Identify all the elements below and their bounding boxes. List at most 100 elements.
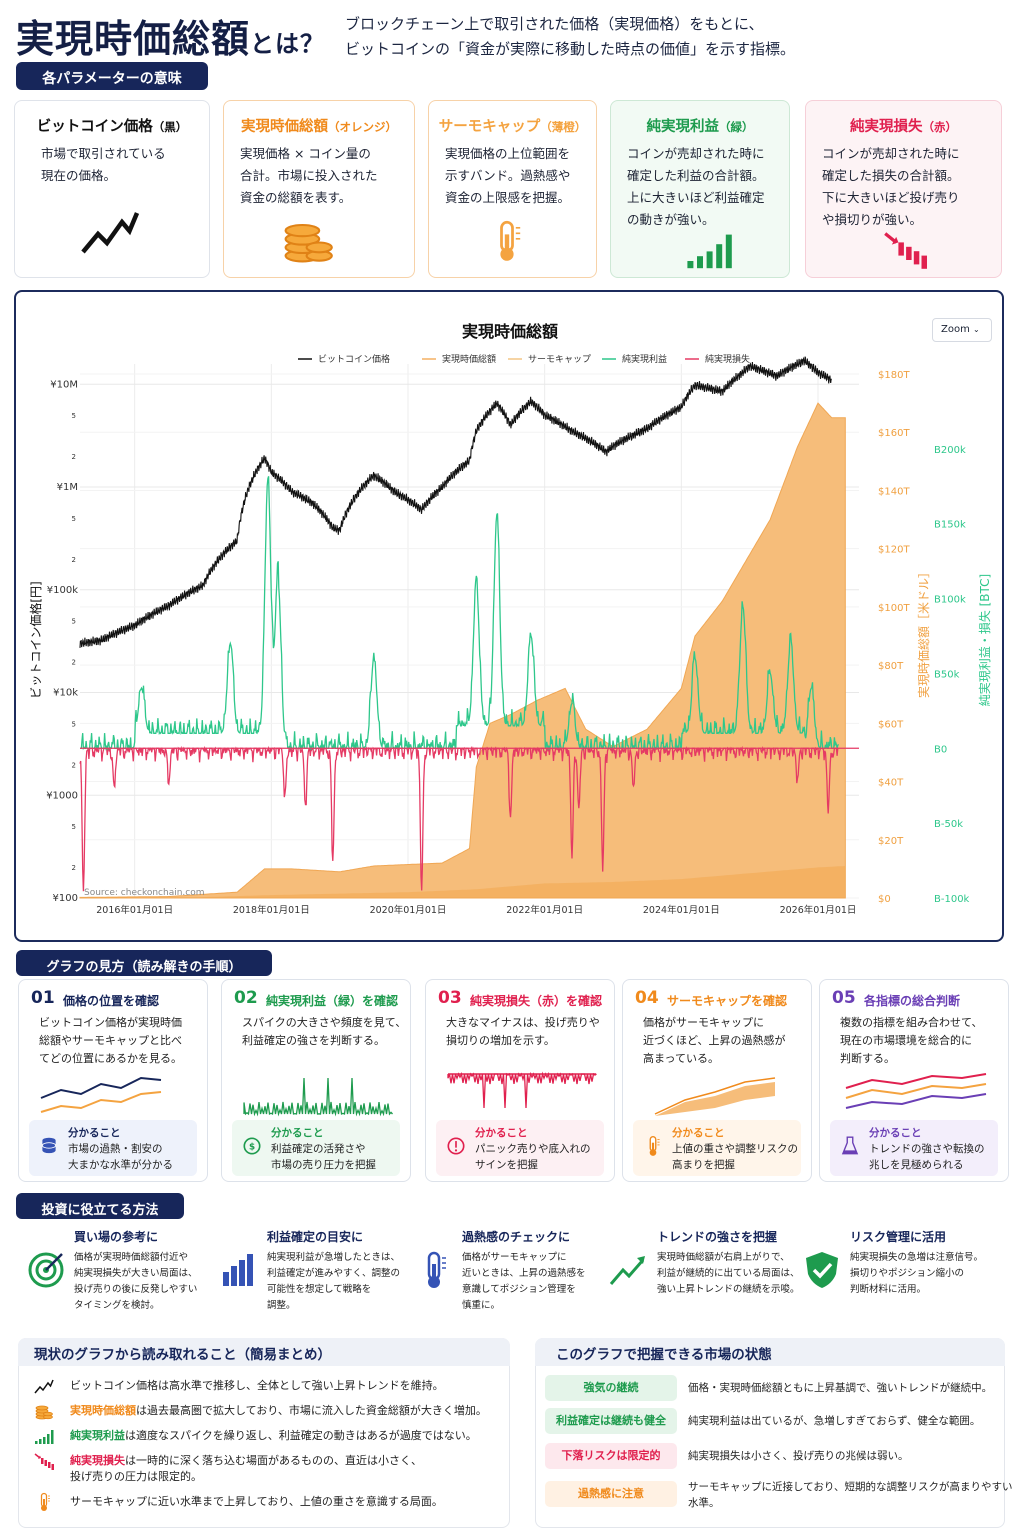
param-card-desc: コインが売却された時に	[822, 146, 960, 161]
step-desc: スパイクの大きさや頻度を見て、 利益確定の強さを判断する。	[242, 1014, 406, 1050]
y-right2-tick: B0	[934, 744, 947, 755]
step-mini-chart	[447, 1071, 597, 1109]
chart-title: 実現時価総額	[462, 322, 558, 341]
step-desc-line: 利益確定の強さを判断する。	[242, 1034, 385, 1047]
param-card-1: ビットコイン価格（黒） 市場で取引されている 現在の価格。	[14, 100, 210, 278]
usage-title: トレンドの強さを把握	[657, 1230, 778, 1244]
legend-item[interactable]: 純実現損失	[705, 353, 750, 365]
thermo-cap-area	[80, 866, 846, 898]
param-card-desc: 現在の価格。	[41, 168, 117, 183]
bar-chart-icon	[223, 1254, 253, 1286]
y-left-tick: 5	[72, 412, 76, 420]
page-subtitle: ブロックチェーン上で取引された価格（実現価格）をもとに、 ビットコインの「資金が…	[345, 15, 796, 58]
summary-body: は適度なスパイクを繰り返し、利益確定の動きはあるが過度ではない。	[125, 1429, 477, 1442]
trend-line-icon	[34, 1379, 54, 1394]
step-desc-line: 高まっている。	[643, 1052, 720, 1065]
step-know-line: パニック売りや底入れの	[475, 1143, 591, 1155]
shield-check-icon	[806, 1252, 838, 1288]
usage-desc-line: 判断材料に活用。	[850, 1284, 927, 1295]
step-know-line: サインを把握	[475, 1159, 538, 1171]
y-right1-tick: $0	[878, 894, 891, 905]
param-card-desc: 下に大きいほど投げ売り	[822, 190, 960, 205]
usage-desc: 価格が実現時価総額付近や 純実現損失が大きい局面は、 投げ売りの後に反発しやすい タイ…	[74, 1250, 224, 1314]
summary-body: は過去最高圏で拡大しており、市場に流入した資金総額が大きく増加。	[136, 1404, 487, 1417]
step-desc: 価格がサーモキャップに 近づくほど、上昇の過熱感が 高まっている。	[643, 1014, 803, 1068]
usage-desc-line: 利益が継続的に出ている局面は、	[657, 1268, 800, 1279]
param-card-desc: 資金の上限感を把握。	[445, 190, 571, 205]
x-tick-label: 2020年01月01日	[370, 904, 447, 916]
summary-heading: 現状のグラフから読み取れること（簡易まとめ）	[34, 1347, 331, 1363]
step-desc-line: 損切りの増加を示す。	[446, 1034, 555, 1047]
x-tick-label: 2018年01月01日	[233, 904, 310, 916]
step-desc-line: 現在の市場環境を総合的に	[840, 1034, 972, 1047]
usage-item-4: トレンドの強さを把握実現時価総額が右肩上がりで、 利益が継続的に出ている局面は、強…	[607, 1228, 802, 1318]
usage-desc-line: 強い上昇トレンドの継続を示唆。	[657, 1284, 800, 1295]
legend-item[interactable]: ビットコイン価格	[318, 353, 390, 365]
step-know-line: 市場の過熱・割安の	[68, 1143, 163, 1155]
svg-text:$: $	[249, 1142, 255, 1152]
summary-body: ビットコイン価格は高水準で推移し、全体として強い上昇トレンドを維持。	[70, 1379, 444, 1392]
param-card-title: 実現時価総額（オレンジ）	[241, 119, 397, 135]
param-card-title: 純実現利益（緑）	[646, 119, 754, 135]
y-left-tick: ¥100k	[47, 585, 78, 596]
step-desc-line: てどの位置にあるかを見る。	[39, 1052, 182, 1065]
step-know-label: 分かること	[68, 1127, 121, 1139]
y-right1-label: 実現時価総額［米ドル］	[916, 566, 931, 698]
y-right1-tick: $180T	[878, 370, 910, 381]
legend-item[interactable]: 純実現利益	[622, 353, 667, 365]
y-right2-tick: B-50k	[934, 819, 963, 830]
y-right1-tick: $100T	[878, 603, 910, 614]
y-right2-tick: B-100k	[934, 894, 970, 905]
step-know-label: 分かること	[475, 1127, 528, 1139]
step-mini-chart	[40, 1076, 162, 1113]
legend-item[interactable]: サーモキャップ	[528, 354, 591, 365]
step-know-line: 上値の重さや調整リスクの	[672, 1143, 798, 1155]
zoom-dropdown[interactable]: Zoom ⌄	[932, 318, 992, 342]
db-icon	[41, 1137, 57, 1154]
usage-item-3: 過熱感のチェックに 価格がサーモキャップに 近いときは、上昇の過熱感を 意識してポジシ…	[412, 1228, 607, 1318]
param-card-desc: 市場で取引されている	[41, 146, 166, 161]
usage-desc-line: 利益確定が進みやすく、調整の	[267, 1268, 401, 1279]
step-know-line: 兆しを見極められる	[869, 1159, 964, 1171]
step-title: 純実現損失（赤）を確認	[470, 994, 603, 1008]
y-left-tick: 5	[72, 618, 76, 626]
y-right2-tick: B50k	[934, 669, 960, 680]
legend-item[interactable]: 実現時価総額	[442, 353, 496, 365]
usage-title: 過熱感のチェックに	[462, 1230, 571, 1244]
summary-text: サーモキャップに近い水準まで上昇しており、上値の重さを意識する局面。	[70, 1494, 510, 1510]
y-right2-tick: B200k	[934, 445, 966, 456]
usage-desc-line: 価格が実現時価総額付近や	[74, 1252, 189, 1263]
step-number: 04	[635, 988, 659, 1008]
market-desc-line: 水準。	[688, 1497, 720, 1509]
target-icon	[28, 1252, 64, 1288]
chevron-down-icon: ⌄	[973, 325, 980, 334]
x-tick-label: 2026年01月01日	[780, 904, 857, 916]
y-right1-tick: $20T	[878, 836, 904, 847]
usage-desc-line: 調整。	[267, 1300, 296, 1311]
usage-desc-line: 近いときは、上昇の過熱感を	[462, 1268, 586, 1279]
y-left-tick: 5	[72, 720, 76, 728]
step-mini-chart	[654, 1077, 776, 1116]
param-card-5: 純実現損失（赤） コインが売却された時に 確定した損失の合計額。 下に大きいほど投げ売…	[805, 100, 1002, 278]
usage-desc: 純実現利益が急増したときは、 利益確定が進みやすく、調整の 可能性を想定して戦略を調…	[267, 1250, 417, 1314]
step-title: サーモキャップを確認	[667, 994, 788, 1008]
y-left-tick: ¥1M	[57, 482, 78, 493]
step-mini-chart	[243, 1077, 393, 1117]
step-desc-line: 価格がサーモキャップに	[643, 1016, 764, 1029]
param-card-title: サーモキャップ（薄橙）	[438, 119, 587, 135]
usage-desc-line: 純実現利益が急増したときは、	[267, 1252, 401, 1263]
y-right2-tick: B150k	[934, 520, 966, 531]
step-know-line: トレンドの強さや転換の	[869, 1143, 985, 1155]
thermometer-icon	[649, 1135, 660, 1156]
page-title: 実現時価総額とは？	[16, 17, 326, 61]
param-card-desc: や損切りが強い。	[822, 212, 923, 227]
y-left-tick: 2	[72, 453, 76, 461]
step-desc-line: 総額やサーモキャップと比べ	[39, 1034, 182, 1047]
step-know-label: 分かること	[869, 1127, 922, 1139]
usage-item-5: リスク管理に活用 純実現損失の急増は注意信号。 損切りやポジション縮小の 判断材料に活…	[800, 1228, 995, 1318]
y-left-tick: ¥100	[53, 893, 78, 904]
usage-desc-line: 実現時価総額が右肩上がりで、	[657, 1252, 790, 1263]
usage-item-2: 利益確定の目安に 純実現利益が急増したときは、 利益確定が進みやすく、調整の 可能性を…	[217, 1228, 412, 1318]
usage-desc: 価格がサーモキャップに 近いときは、上昇の過熱感を 意識してポジション管理を 慎重に。	[462, 1250, 612, 1314]
param-card-desc: の動きが強い。	[627, 212, 715, 227]
